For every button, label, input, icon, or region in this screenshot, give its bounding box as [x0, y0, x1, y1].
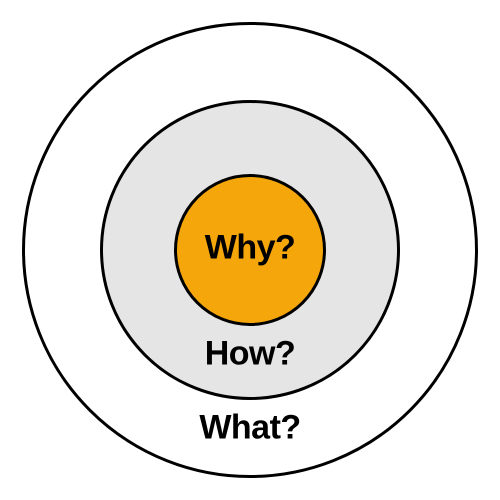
inner-label: Why? — [205, 229, 296, 268]
outer-label: What? — [199, 409, 300, 448]
golden-circle-diagram: What? How? Why? — [0, 0, 500, 500]
middle-label: How? — [205, 335, 296, 374]
